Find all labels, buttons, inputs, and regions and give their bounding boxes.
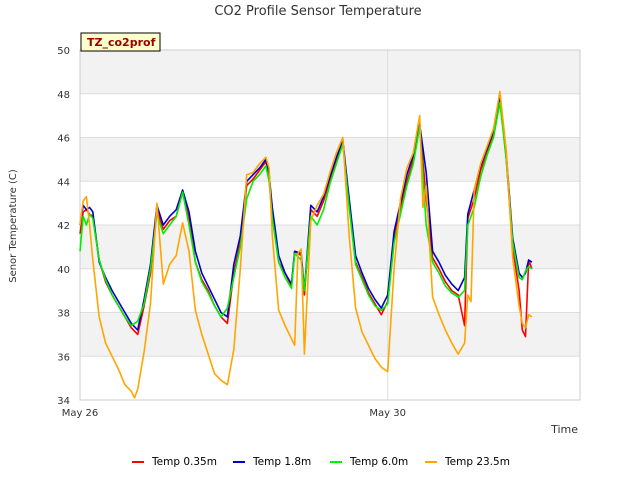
plot-band [80, 356, 580, 400]
legend: Temp 0.35m Temp 1.8m Temp 6.0m Temp 23.5m [132, 456, 510, 468]
series-line-3 [79, 90, 533, 399]
legend-label-1: Temp 1.8m [252, 456, 311, 468]
x-axis-ticks: May 26 May 30 [62, 408, 406, 419]
y-tick-label: 36 [57, 352, 70, 363]
x-tick-label: May 26 [62, 408, 99, 419]
plot-band [80, 181, 580, 225]
x-axis-label: Time [550, 423, 578, 436]
legend-label-3: Temp 23.5m [444, 456, 510, 468]
y-tick-label: 40 [57, 265, 70, 276]
legend-label-2: Temp 6.0m [349, 456, 408, 468]
y-axis-ticks: 34 36 38 40 42 44 46 48 50 [57, 46, 70, 407]
series-lines [79, 90, 533, 399]
plot-band [80, 93, 580, 138]
tz-badge-label: TZ_co2prof [87, 36, 156, 49]
y-tick-label: 42 [57, 221, 70, 232]
plot-band [80, 312, 580, 357]
y-tick-label: 50 [57, 46, 70, 57]
tz-badge-box [80, 32, 161, 52]
y-tick-label: 44 [57, 177, 70, 188]
y-tick-label: 46 [57, 134, 70, 145]
legend-label-0: Temp 0.35m [151, 456, 217, 468]
chart-title: CO2 Profile Sensor Temperature [214, 4, 421, 19]
tz-badge: TZ_co2prof [80, 32, 161, 52]
plot-background [80, 50, 580, 400]
plot-band [80, 50, 580, 94]
y-axis-label: Senor Temperature (C) [8, 169, 19, 283]
y-tick-label: 38 [57, 309, 70, 320]
y-tick-label: 48 [57, 90, 70, 101]
plot-band [80, 268, 580, 313]
y-tick-label: 34 [57, 396, 70, 407]
x-tick-label: May 30 [369, 408, 406, 419]
series-line-2 [79, 101, 533, 327]
